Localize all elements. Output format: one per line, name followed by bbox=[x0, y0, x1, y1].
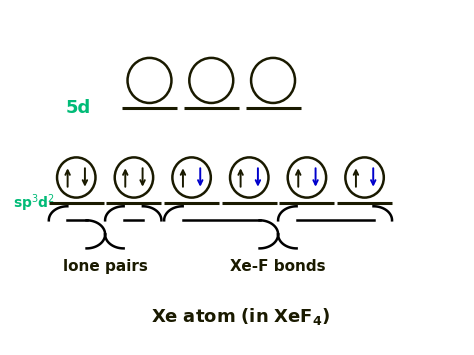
Text: 5d: 5d bbox=[66, 99, 91, 117]
Text: sp$^3$d$^2$: sp$^3$d$^2$ bbox=[13, 192, 55, 214]
Text: lone pairs: lone pairs bbox=[63, 259, 147, 274]
Text: $\bf{Xe\ atom\ (in\ XeF_4)}$: $\bf{Xe\ atom\ (in\ XeF_4)}$ bbox=[151, 306, 331, 327]
Text: Xe-F bonds: Xe-F bonds bbox=[230, 259, 326, 274]
